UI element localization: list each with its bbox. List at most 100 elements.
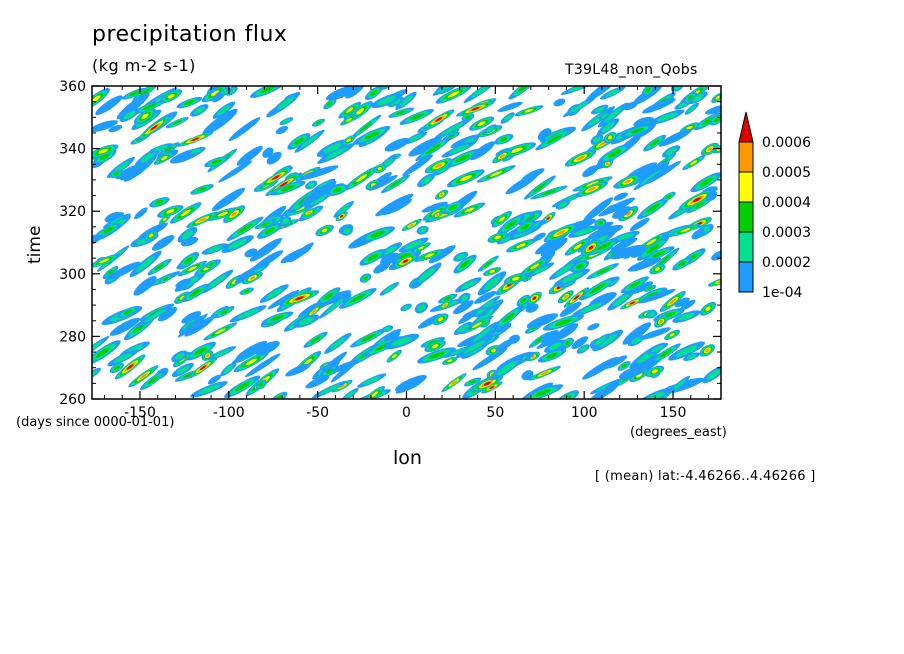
precip-cell xyxy=(249,238,282,262)
precip-cell xyxy=(572,299,611,317)
precip-cell xyxy=(505,173,539,195)
colorbar-swatch xyxy=(738,261,754,293)
precip-cell xyxy=(399,108,435,125)
x-axis-units: (degrees_east) xyxy=(630,425,727,440)
precip-cell xyxy=(133,275,157,296)
precip-cell xyxy=(599,86,626,100)
precip-cell xyxy=(175,278,192,289)
precip-cell xyxy=(617,361,631,371)
precip-cell xyxy=(432,86,459,96)
precip-cell xyxy=(108,124,123,133)
precip-cell xyxy=(148,143,173,154)
precip-cell xyxy=(672,310,701,323)
precip-cell xyxy=(384,137,410,152)
precip-cell xyxy=(107,349,138,367)
precip-cell xyxy=(133,108,157,125)
precip-cell xyxy=(424,158,453,174)
precip-cell xyxy=(493,305,524,330)
precip-cell xyxy=(578,276,617,301)
precip-cell xyxy=(622,322,652,345)
precip-cell xyxy=(159,214,171,225)
precip-cell xyxy=(603,131,617,144)
colorbar-swatch xyxy=(738,141,754,173)
precip-cell xyxy=(644,160,682,185)
precip-cell xyxy=(214,306,235,319)
precip-cell xyxy=(341,226,353,236)
precip-field xyxy=(92,86,721,399)
precip-cell xyxy=(171,362,194,378)
precip-cell xyxy=(137,114,172,141)
precip-cell xyxy=(563,287,590,308)
precip-cell xyxy=(526,313,559,329)
precip-cell xyxy=(177,226,198,243)
precip-cell xyxy=(570,260,590,273)
axes: -150 -100 -50 0 50 100 150 260 280 300 320 340 360 xyxy=(59,79,721,421)
precip-cell xyxy=(428,245,456,264)
precip-cell xyxy=(293,314,320,328)
precip-cell xyxy=(305,180,318,190)
precip-cell xyxy=(341,387,359,399)
precip-cell xyxy=(92,253,121,268)
precip-cell xyxy=(201,243,229,255)
precip-cell xyxy=(527,291,542,305)
precip-cell xyxy=(140,370,166,391)
precip-cell xyxy=(299,180,337,207)
precip-cell xyxy=(481,381,503,394)
precip-cell xyxy=(553,268,590,287)
precip-cell xyxy=(532,232,546,242)
precip-cell xyxy=(92,120,118,133)
precip-cell xyxy=(682,155,706,170)
precip-cell xyxy=(464,377,482,387)
colorbar: 1e-04 0.0002 0.0003 0.0004 0.0005 0.0006 xyxy=(738,111,811,301)
mean-annotation: [ (mean) lat:-4.46266..4.46266 ] xyxy=(595,469,816,484)
precip-cell xyxy=(442,200,464,215)
precip-cell xyxy=(540,237,568,257)
precip-cell xyxy=(469,116,495,131)
precip-cell xyxy=(364,86,383,101)
precip-cell xyxy=(255,380,267,390)
precip-cell xyxy=(528,366,561,381)
precip-cell xyxy=(618,206,639,222)
precip-cell xyxy=(520,257,550,276)
precip-cell xyxy=(206,207,240,221)
precip-cell xyxy=(224,375,261,398)
precip-cell xyxy=(422,204,450,221)
colorbar-swatch xyxy=(738,231,754,263)
precip-cell xyxy=(417,173,436,188)
precip-cell xyxy=(664,329,681,341)
precip-cell xyxy=(119,108,140,122)
precip-cell xyxy=(204,156,230,168)
precip-cell xyxy=(678,189,716,211)
precip-cell xyxy=(350,114,382,139)
precip-cell xyxy=(711,250,721,261)
x-tick-label: 100 xyxy=(571,405,598,421)
precip-cell xyxy=(706,190,718,201)
precip-cell xyxy=(514,220,536,235)
precip-cell xyxy=(359,226,395,243)
precip-cell xyxy=(455,277,482,293)
precip-cell xyxy=(408,136,442,157)
precip-cell xyxy=(261,311,294,325)
precip-cell xyxy=(446,169,485,188)
precip-cell xyxy=(610,238,638,253)
precip-cell xyxy=(190,381,228,398)
precip-cell xyxy=(187,146,206,156)
y-tick-label: 260 xyxy=(59,392,86,408)
precip-cell xyxy=(317,143,355,164)
precip-cell xyxy=(466,321,499,348)
precip-cell xyxy=(453,251,469,262)
precip-cell xyxy=(190,104,209,117)
precip-cell xyxy=(275,125,289,135)
precip-cell xyxy=(331,379,353,393)
precip-cell xyxy=(223,205,246,223)
precip-cell xyxy=(564,237,591,256)
precip-cell xyxy=(416,225,429,235)
precip-cell xyxy=(176,96,203,109)
precip-cell xyxy=(582,197,614,223)
precip-cell xyxy=(207,374,222,385)
precip-cell xyxy=(388,107,415,118)
precip-cell xyxy=(619,296,645,310)
precip-cell xyxy=(149,197,170,208)
precip-cell xyxy=(455,335,494,359)
precip-cell xyxy=(477,271,507,296)
